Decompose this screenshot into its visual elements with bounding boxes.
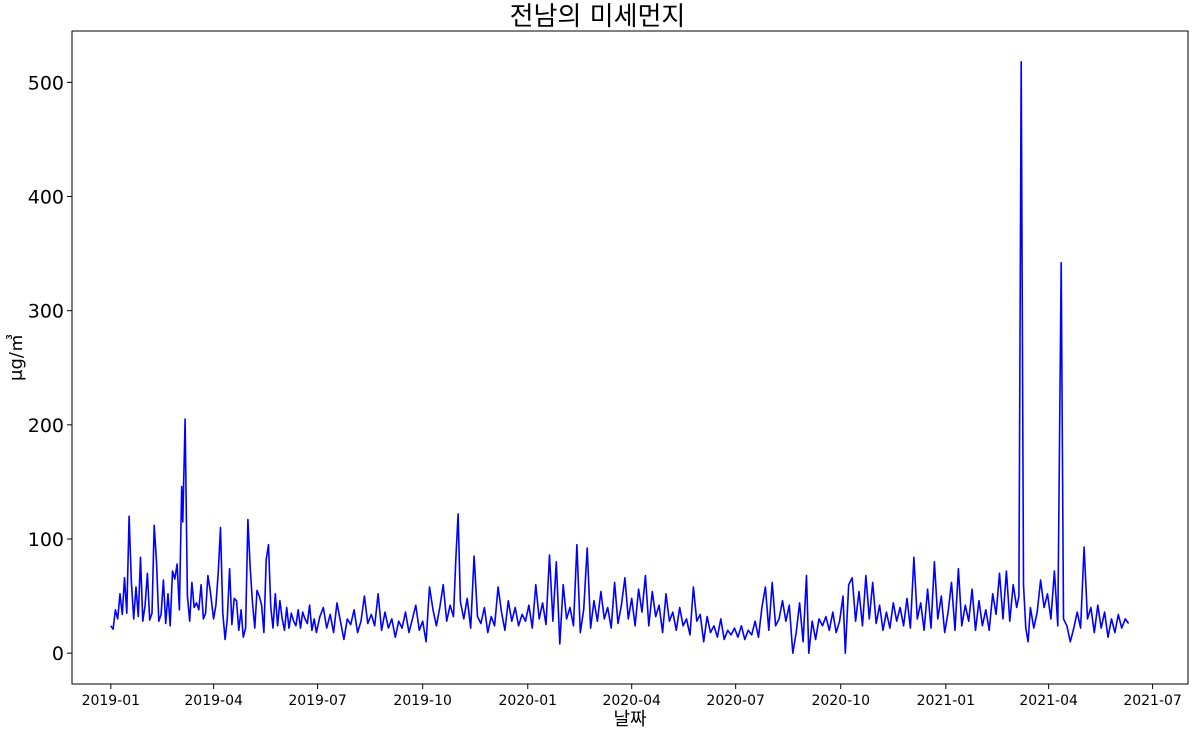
x-tick-label: 2020-01 [499,693,558,709]
y-tick-label: 400 [28,187,64,209]
x-axis: 2019-01 2019-04 2019-07 2019-10 2020-01 2020-… [82,684,1182,709]
x-tick-label: 2019-07 [288,693,347,709]
y-axis: 0 100 200 300 400 500 [28,72,72,665]
series-line-0 [110,61,1130,654]
plot-layer [110,61,1130,654]
chart-title: 전남의 미세먼지 [509,2,686,32]
x-axis-label: 날짜 [613,709,647,730]
x-tick-label: 2019-10 [393,693,452,709]
x-tick-label: 2021-07 [1123,693,1182,709]
y-tick-label: 300 [28,301,64,323]
x-tick-label: 2020-10 [811,693,870,709]
y-tick-label: 500 [28,72,64,94]
x-tick-label: 2021-01 [917,693,976,709]
y-tick-label: 200 [28,415,64,437]
x-tick-label: 2021-04 [1019,693,1078,709]
y-tick-label: 100 [28,529,64,551]
y-axis-label: μg/㎥ [6,334,27,381]
x-tick-label: 2020-07 [706,693,765,709]
y-tick-label: 0 [52,643,64,665]
x-tick-label: 2020-04 [602,693,661,709]
x-tick-label: 2019-04 [184,693,243,709]
x-tick-label: 2019-01 [82,693,141,709]
plot-frame [71,30,1189,685]
